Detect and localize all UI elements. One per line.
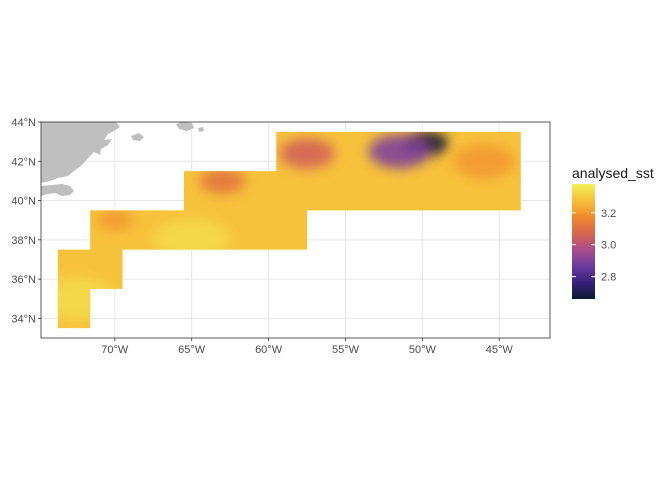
y-tick-label: 44°N [11,117,36,129]
map-panel [40,121,551,339]
x-tick-label: 60°W [255,344,283,356]
panel-border [40,121,551,339]
x-tick-label: 70°W [101,344,129,356]
sst-feature [199,168,246,194]
legend-tick-label: 3.0 [601,240,616,252]
x-tick-label: 55°W [332,344,360,356]
sst-feature [279,138,335,169]
legend-title: analysed_sst [572,165,654,181]
colorbar-legend: analysed_sst 2.8 3.0 3.2 [572,165,654,299]
x-tick-label: 45°W [486,344,514,356]
legend-ticks: 2.8 3.0 3.2 [572,208,616,284]
x-tick-label: 50°W [409,344,437,356]
land-coastline [41,122,204,196]
legend-tick-label: 3.2 [601,208,616,220]
x-tick-label: 65°W [178,344,206,356]
sst-feature [453,144,515,179]
legend-colorbar [572,184,595,299]
y-tick-label: 34°N [11,313,36,325]
x-axis: 70°W 65°W 60°W 55°W 50°W 45°W [101,338,513,356]
y-tick-label: 40°N [11,196,36,208]
sst-feature [368,134,431,169]
sst-features [57,131,515,320]
y-tick-label: 38°N [11,235,36,247]
legend-tick-label: 2.8 [601,272,616,284]
sst-feature [96,210,134,231]
y-tick-label: 36°N [11,274,36,286]
y-axis: 34°N 36°N 38°N 40°N 42°N 44°N [11,117,41,325]
y-tick-label: 42°N [11,156,36,168]
